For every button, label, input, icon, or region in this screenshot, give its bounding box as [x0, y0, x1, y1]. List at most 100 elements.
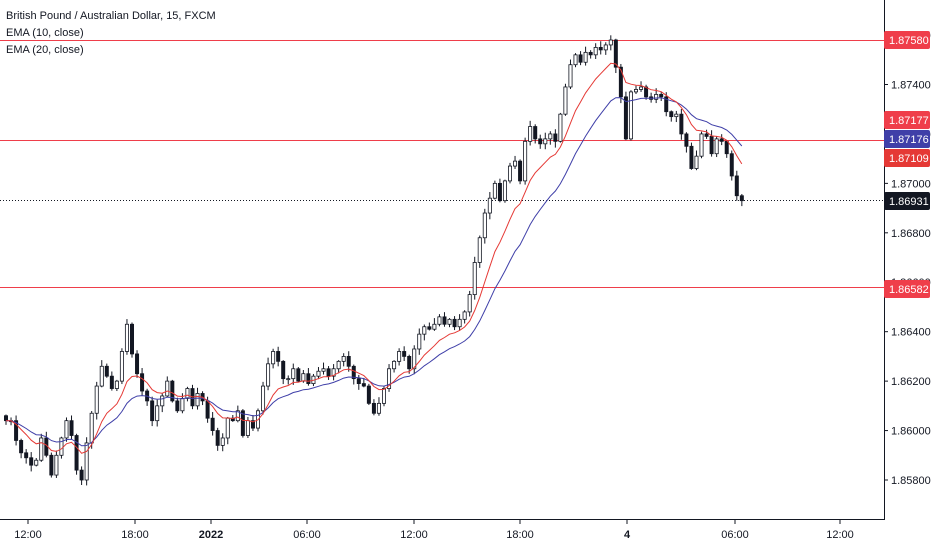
- candle: [64, 417, 69, 442]
- candle: [598, 41, 603, 55]
- candle: [467, 290, 472, 317]
- candle-body-up: [674, 113, 679, 118]
- candle-body-up: [492, 182, 497, 199]
- time-tick-label: 06:00: [721, 529, 749, 541]
- candle: [281, 360, 286, 385]
- candle-body-up: [699, 133, 704, 157]
- candle: [669, 110, 674, 122]
- candle: [563, 83, 568, 116]
- candle-body-up: [64, 420, 69, 439]
- candle: [704, 129, 709, 139]
- price-tag-label: 1.87580: [889, 35, 929, 47]
- candle-body-down: [613, 39, 618, 68]
- candle: [215, 427, 220, 451]
- candle: [74, 433, 79, 475]
- candle-body-down: [296, 368, 301, 382]
- legend-ema20[interactable]: EMA (20, close): [6, 44, 84, 56]
- price-tick-label: 1.86400: [891, 327, 931, 339]
- candle-body-down: [150, 400, 155, 422]
- candle: [235, 405, 240, 423]
- candle: [261, 381, 266, 415]
- candle: [502, 179, 507, 203]
- time-tick-label: 12:00: [826, 529, 854, 541]
- candle-body-down: [669, 111, 674, 118]
- candle: [135, 350, 140, 378]
- candle-body-down: [553, 133, 558, 142]
- candle: [14, 415, 19, 446]
- candle-body-down: [109, 375, 114, 389]
- candle: [361, 377, 366, 388]
- candle-body-up: [639, 86, 644, 90]
- candle-body-down: [588, 51, 593, 56]
- candle: [734, 170, 739, 201]
- candle-body-up: [99, 365, 104, 387]
- candle: [714, 136, 719, 158]
- candle-body-up: [583, 51, 588, 63]
- candle-body-down: [518, 160, 523, 182]
- candle: [195, 387, 200, 410]
- time-axis[interactable]: 12:00 18:00 2022 06:00 12:00 18:00 4 06:00 12:00: [14, 520, 854, 541]
- price-tag: 1.86582: [884, 280, 930, 298]
- time-tick-label: 18:00: [121, 529, 149, 541]
- candle: [99, 360, 104, 388]
- candle-body-up: [301, 373, 306, 382]
- candle-body-up: [603, 44, 608, 51]
- candle: [407, 354, 412, 374]
- candle: [397, 348, 402, 366]
- candle-body-up: [195, 393, 200, 407]
- candles: [4, 35, 744, 486]
- candle: [69, 415, 74, 440]
- legend-title[interactable]: British Pound / Australian Dollar, 15, F…: [6, 10, 216, 22]
- candle-body-up: [513, 160, 518, 167]
- time-tick-label: 12:00: [14, 529, 42, 541]
- candle: [558, 112, 563, 143]
- candle-body-down: [442, 316, 447, 325]
- candle-body-down: [205, 400, 210, 419]
- candle: [482, 208, 487, 244]
- candle-body-up: [220, 437, 225, 446]
- candle: [336, 360, 341, 374]
- candle: [291, 363, 296, 385]
- candle: [472, 256, 477, 300]
- candle-body-down: [135, 353, 140, 375]
- legend-ema10[interactable]: EMA (10, close): [6, 27, 84, 39]
- candle-body-down: [79, 469, 84, 481]
- candle-body-down: [170, 380, 175, 402]
- candle-body-down: [684, 133, 689, 147]
- candle: [276, 346, 281, 367]
- candle-body-up: [119, 351, 124, 382]
- price-tag: 1.87176: [884, 130, 930, 148]
- candle: [119, 348, 124, 385]
- candle: [109, 371, 114, 391]
- candle: [346, 351, 351, 372]
- candle: [613, 38, 618, 74]
- candle-body-up: [54, 454, 59, 476]
- candle-body-up: [634, 89, 639, 93]
- candle: [286, 375, 291, 385]
- price-tag: 1.87177: [884, 111, 930, 129]
- candle: [54, 450, 59, 478]
- time-tick-label: 18:00: [506, 529, 534, 541]
- candle: [29, 452, 34, 472]
- candle: [296, 367, 301, 383]
- candle-body-up: [341, 356, 346, 362]
- price-tick-label: 1.87400: [891, 79, 931, 91]
- candle: [634, 85, 639, 94]
- candle: [114, 379, 119, 392]
- candle: [150, 396, 155, 427]
- candle-body-up: [714, 138, 719, 155]
- candle-body-up: [482, 212, 487, 239]
- ema20-line: [6, 97, 743, 447]
- candle: [628, 90, 633, 141]
- candle: [583, 46, 588, 66]
- candle-body-down: [361, 383, 366, 387]
- candle-body-down: [326, 368, 331, 377]
- candle: [437, 314, 442, 327]
- candle: [250, 414, 255, 431]
- candle-body-down: [739, 195, 744, 202]
- candle-body-down: [659, 93, 664, 98]
- candle-body-up: [573, 54, 578, 66]
- candle-body-down: [281, 360, 286, 380]
